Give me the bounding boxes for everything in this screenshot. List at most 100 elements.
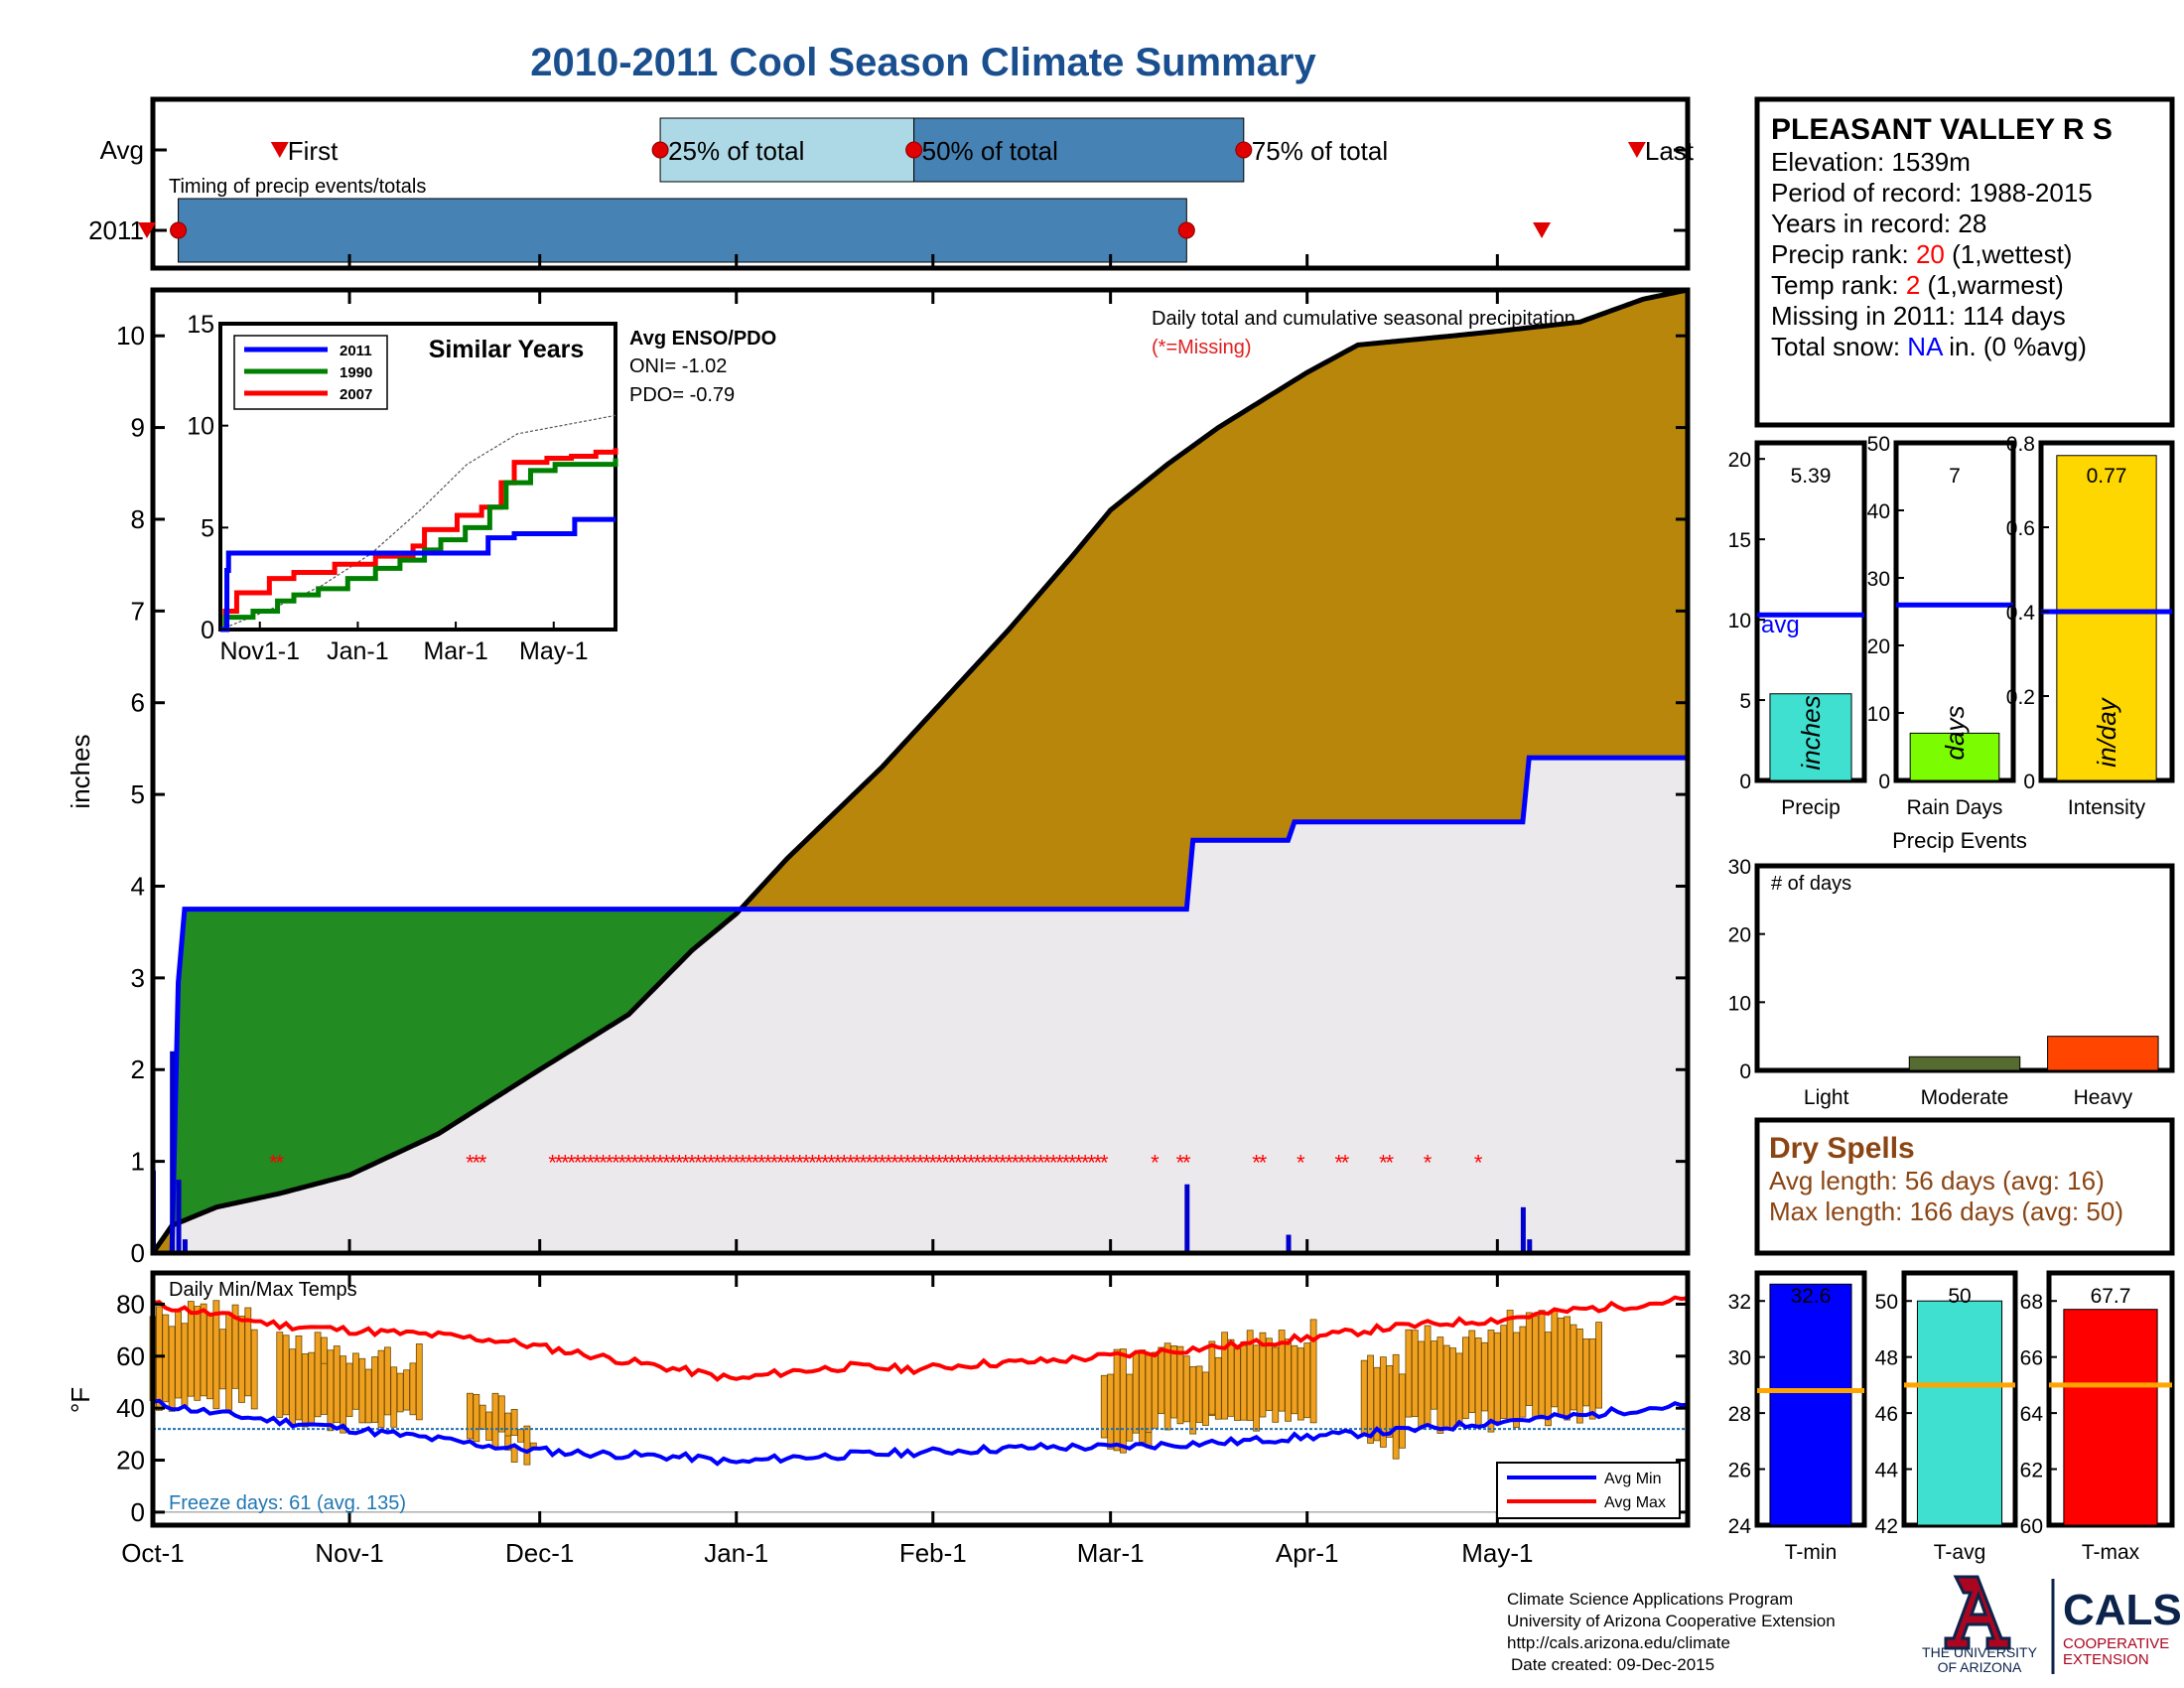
- intensity-bar-text: in/day: [2092, 696, 2121, 767]
- t-avg-tick-label-4: 50: [1875, 1291, 1898, 1314]
- season-precip-category: Precip: [1781, 796, 1841, 819]
- ua-logo-line-1: THE UNIVERSITY: [1922, 1644, 2038, 1660]
- intensity-tick-label-3: 0.6: [2006, 517, 2035, 540]
- average-exceeds-season-area-1: [743, 290, 1688, 910]
- temp-bar-6-161: [1170, 1345, 1177, 1419]
- temp-y-label-3: 60: [116, 1341, 145, 1371]
- missing-day-marker-29: *: [701, 1151, 710, 1176]
- temp-rank: Temp rank: 2 (1,warmest): [1771, 270, 2064, 300]
- inset-title: Similar Years: [429, 336, 585, 363]
- daily-precip-bar-5: [1286, 1234, 1292, 1253]
- missing-day-marker-84: *: [1049, 1151, 1058, 1176]
- t-avg-category: T-avg: [1934, 1541, 1986, 1564]
- missing-day-marker-67: *: [941, 1151, 950, 1176]
- temp-bar-11-226: [1582, 1338, 1590, 1407]
- temp-bar-2-28: [327, 1349, 335, 1432]
- temp-bar-10-208: [1468, 1330, 1476, 1414]
- events-tick-label-1: 10: [1728, 992, 1751, 1015]
- t-max-tick-label-4: 68: [2020, 1291, 2043, 1314]
- footer-line-1: Climate Science Applications Program: [1507, 1590, 1793, 1609]
- missing-day-marker-60: *: [897, 1151, 906, 1176]
- missing-day-marker-11: *: [587, 1151, 596, 1176]
- missing-day-marker-58: *: [885, 1151, 893, 1176]
- enso-title: Avg ENSO/PDO: [629, 328, 776, 350]
- avg-25-50-bar: [659, 117, 915, 183]
- missing-day-marker-57: *: [878, 1151, 887, 1176]
- missing-day-marker-15: *: [612, 1151, 620, 1176]
- events-tick-label-2: 20: [1728, 924, 1751, 947]
- temp-x-label-3: Jan-1: [704, 1538, 768, 1568]
- temp-bar-0-2: [162, 1314, 170, 1403]
- missing-day-marker-47: *: [815, 1151, 824, 1176]
- temp-bar-10-201: [1424, 1325, 1432, 1427]
- missing-day-marker-77: *: [1005, 1151, 1014, 1176]
- temp-bar-1-25: [308, 1351, 316, 1424]
- missing-day-marker-41: *: [776, 1151, 785, 1176]
- rain-days-category: Rain Days: [1907, 796, 2003, 819]
- missing-day-marker-103: *: [1424, 1151, 1433, 1176]
- temp-bar-10-211: [1487, 1330, 1495, 1433]
- temp-bar-2-29: [333, 1345, 341, 1423]
- missing-day-marker-6: *: [555, 1151, 564, 1176]
- daily-precip-bar-4: [1184, 1184, 1190, 1253]
- temp-bar-2-31: [345, 1362, 353, 1417]
- t-min-tick-label-3: 30: [1728, 1347, 1751, 1370]
- similar-years-inset: 0 5 10 15 Nov1-1 Jan-1 Mar-1 May-1 Similar Year…: [187, 311, 618, 665]
- temp-bar-5-155: [1132, 1352, 1140, 1434]
- temp-x-label-1: Nov-1: [315, 1538, 383, 1568]
- y-tick-label-2: 2: [131, 1055, 145, 1084]
- missing-day-marker-27: *: [688, 1151, 697, 1176]
- missing-day-marker-98: *: [1297, 1151, 1305, 1176]
- rain-days-bar: [1909, 732, 2000, 781]
- missing-day-marker-70: *: [960, 1151, 969, 1176]
- year-25-75-bar: [178, 198, 1187, 263]
- precip-events-chart: Light Moderate Heavy 0 10 20 30 # of days: [1728, 856, 2175, 1109]
- temp-bar-5-154: [1126, 1373, 1134, 1442]
- season-precip-tick-label-4: 20: [1728, 449, 1751, 472]
- temp-bar-2-39: [396, 1372, 404, 1413]
- precip-events-title: Precip Events: [1892, 828, 2027, 853]
- temp-bar-3-51: [473, 1393, 480, 1443]
- temp-bar-0-16: [250, 1329, 258, 1410]
- t-max-bar: [2063, 1309, 2158, 1526]
- precip-y-label: inches: [66, 734, 95, 808]
- inset-series-2007: [220, 448, 618, 633]
- temp-bar-2-27: [321, 1362, 328, 1415]
- oni-value: ONI= -1.02: [629, 355, 727, 377]
- temp-bar-11-223: [1564, 1316, 1571, 1421]
- temp-x-label-4: Feb-1: [899, 1538, 967, 1568]
- temp-bar-1-21: [282, 1335, 290, 1416]
- avg-max-line: [152, 1295, 1689, 1382]
- daily-precip-bar-1: [170, 1051, 176, 1253]
- missing-day-marker-31: *: [713, 1151, 722, 1176]
- missing-day-marker-88: *: [1074, 1151, 1083, 1176]
- missing-day-marker-96: *: [1252, 1151, 1261, 1176]
- temp-bar-5-153: [1120, 1348, 1127, 1454]
- temp-bar-9-192: [1367, 1354, 1374, 1444]
- temp-bar-11-228: [1595, 1322, 1602, 1409]
- temp-y-label-0: 0: [131, 1497, 145, 1527]
- footer-line-2: University of Arizona Cooperative Extens…: [1507, 1612, 1836, 1630]
- missing-day-marker-73: *: [980, 1151, 989, 1176]
- missing-day-marker-59: *: [890, 1151, 899, 1176]
- missing-day-marker-95: *: [1182, 1151, 1191, 1176]
- season-precip-bar-text: inches: [1796, 695, 1826, 770]
- season-precip-tick-label-2: 10: [1728, 610, 1751, 633]
- temp-x-label-7: May-1: [1461, 1538, 1533, 1568]
- daily-precip-bar-6: [1520, 1206, 1526, 1253]
- temp-bar-1-20: [276, 1332, 284, 1418]
- missing-day-marker-93: *: [1151, 1151, 1160, 1176]
- temp-bar-2-38: [390, 1366, 398, 1428]
- year-last-marker: [1533, 222, 1552, 238]
- year-end-marker: [1177, 221, 1195, 239]
- temp-bar-1-26: [314, 1332, 322, 1418]
- temp-bar-11-224: [1570, 1324, 1577, 1411]
- temp-bar-8-182: [1303, 1342, 1311, 1419]
- temp-bar-0-3: [168, 1326, 176, 1412]
- missing-day-marker-55: *: [866, 1151, 875, 1176]
- avg-cumulative-line: [150, 287, 1689, 1255]
- precip-summary-bars: 0 5 10 15 20 5.39 inches avg Precip 0 10 20 30 40 50 7 d…: [1728, 433, 2175, 819]
- dry-spells: Dry Spells Avg length: 56 days (avg: 16)…: [1754, 1117, 2175, 1256]
- station-elevation: Elevation: 1539m: [1771, 147, 1971, 177]
- missing-day-marker-94: *: [1176, 1151, 1185, 1176]
